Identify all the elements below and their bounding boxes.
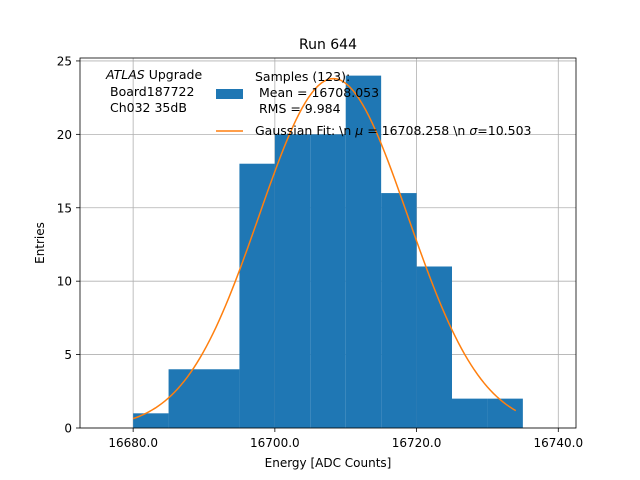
channel-label: Ch032 35dB	[110, 100, 187, 115]
x-axis-ticks: 16680.0 16700.0 16720.0 16740.0	[108, 428, 583, 450]
histogram-bar	[452, 398, 488, 428]
atlas-label: ATLAS	[105, 67, 145, 82]
histogram-bar	[133, 413, 169, 428]
histogram-bar	[274, 134, 311, 428]
histogram-bar	[381, 193, 417, 428]
x-tick-label: 16740.0	[533, 436, 583, 450]
legend-hist-line-1: Samples (123):	[255, 69, 350, 84]
y-tick-label: 15	[57, 201, 72, 215]
y-axis-ticks: 0 5 10 15 20 25	[57, 54, 80, 436]
upgrade-label: Upgrade	[145, 67, 203, 82]
histogram-bar	[239, 163, 275, 428]
legend-hist-swatch	[216, 89, 243, 99]
legend-fit-label: Gaussian Fit: \n μ = 16708.258 \n σ=10.5…	[255, 123, 532, 138]
x-tick-label: 16680.0	[108, 436, 158, 450]
x-axis-label: Energy [ADC Counts]	[265, 456, 392, 470]
board-label: Board187722	[110, 84, 194, 99]
legend-hist-line-2: Mean = 16708.053	[255, 85, 379, 100]
y-tick-label: 5	[64, 348, 72, 362]
histogram-bar	[416, 266, 452, 428]
svg-text:ATLAS Upgrade: ATLAS Upgrade	[105, 67, 202, 82]
y-tick-label: 0	[64, 422, 72, 436]
chart-title: Run 644	[299, 37, 357, 53]
atlas-annotation: ATLAS Upgrade Board187722 Ch032 35dB	[105, 67, 202, 115]
y-tick-label: 25	[57, 54, 72, 68]
histogram-bar	[204, 369, 240, 428]
y-tick-label: 20	[57, 128, 72, 142]
histogram-bar	[345, 75, 382, 428]
y-axis-label: Entries	[33, 222, 47, 264]
x-tick-label: 16700.0	[250, 436, 300, 450]
legend-hist-line-3: RMS = 9.984	[255, 101, 341, 116]
histogram-bars	[133, 75, 523, 428]
x-tick-label: 16720.0	[392, 436, 442, 450]
legend: Samples (123): Mean = 16708.053 RMS = 9.…	[216, 69, 532, 138]
plot-frame	[79, 57, 577, 429]
histogram-bar	[310, 134, 346, 428]
y-tick-label: 10	[57, 275, 72, 289]
gaussian-fit-curve	[132, 77, 517, 420]
